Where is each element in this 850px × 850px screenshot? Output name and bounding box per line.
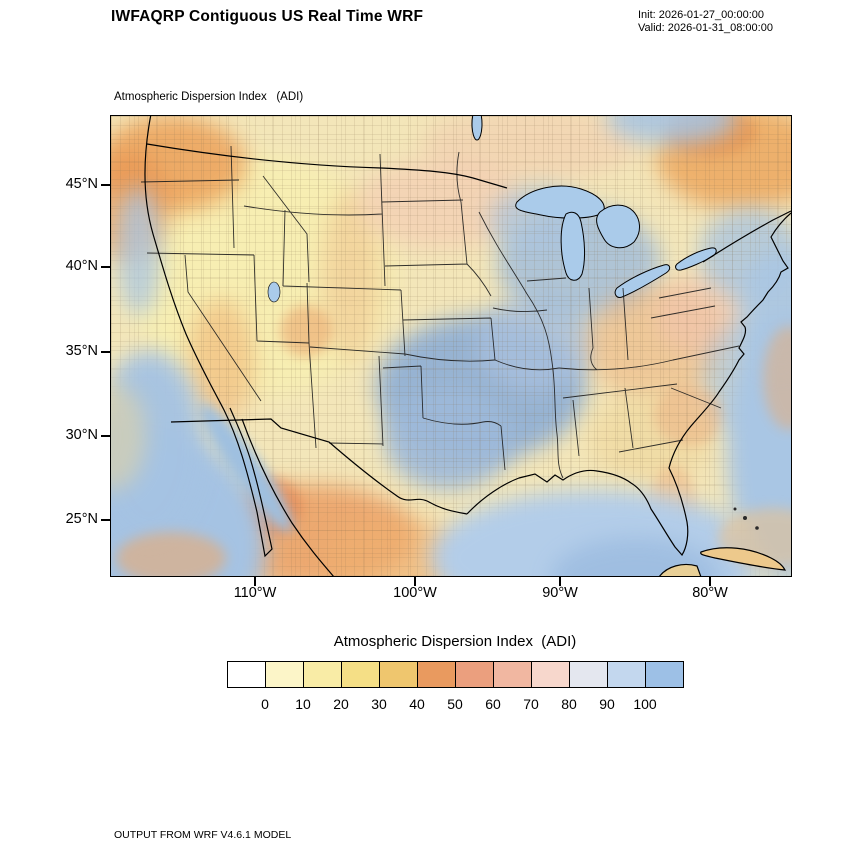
colorbar-tick-label: 90 bbox=[599, 696, 615, 712]
colorbar-tick-label: 0 bbox=[261, 696, 269, 712]
small-islands bbox=[733, 507, 759, 530]
lat-label-40n: 40°N bbox=[65, 258, 98, 274]
model-info: OUTPUT FROM WRF V4.6.1 MODEL WE = 580 ; … bbox=[114, 803, 527, 850]
great-lakes bbox=[267, 116, 717, 303]
legend-title: Atmospheric Dispersion Index (ADI) bbox=[333, 633, 577, 650]
lon-tick-80w bbox=[709, 577, 711, 586]
lake-winnipeg bbox=[471, 116, 483, 141]
colorbar-cell bbox=[532, 662, 569, 687]
model-info-line1: OUTPUT FROM WRF V4.6.1 MODEL bbox=[114, 829, 292, 841]
gulf-atlantic-coast bbox=[466, 212, 791, 557]
lon-tick-100w bbox=[414, 577, 416, 586]
yucatan-coast bbox=[659, 563, 702, 576]
colorbar-cell bbox=[342, 662, 379, 687]
colorbar-cell bbox=[380, 662, 417, 687]
cuba-island bbox=[700, 547, 787, 571]
map-area bbox=[110, 115, 792, 577]
colorbar-cell bbox=[570, 662, 607, 687]
colorbar-tick-label: 70 bbox=[523, 696, 539, 712]
lat-tick-45n bbox=[101, 184, 110, 186]
lat-label-30n: 30°N bbox=[65, 427, 98, 443]
colorbar-tick-label: 50 bbox=[447, 696, 463, 712]
colorbar-tick-label: 100 bbox=[633, 696, 657, 712]
field-subtitle: Atmospheric Dispersion Index (ADI) bbox=[114, 91, 304, 103]
lat-label-25n: 25°N bbox=[65, 511, 98, 527]
lon-tick-90w bbox=[559, 577, 561, 586]
lat-tick-40n bbox=[101, 266, 110, 268]
us-canada-border bbox=[146, 143, 791, 263]
colorbar-tick-label: 30 bbox=[371, 696, 387, 712]
colorbar-cell bbox=[646, 662, 683, 687]
lake-michigan bbox=[560, 211, 585, 281]
us-mexico-border bbox=[170, 418, 468, 515]
lake-huron bbox=[596, 204, 640, 249]
lat-label-45n: 45°N bbox=[65, 176, 98, 192]
colorbar-labels: 0 10 20 30 40 50 60 70 80 90 100 bbox=[227, 696, 684, 714]
colorbar-tick-label: 10 bbox=[295, 696, 311, 712]
colorbar-tick-label: 20 bbox=[333, 696, 349, 712]
lon-label-80w: 80°W bbox=[692, 585, 728, 601]
colorbar-cell bbox=[304, 662, 341, 687]
lat-tick-30n bbox=[101, 435, 110, 437]
colorbar-cell bbox=[266, 662, 303, 687]
colorbar-tick-label: 80 bbox=[561, 696, 577, 712]
lake-erie bbox=[614, 264, 671, 298]
lon-label-110w: 110°W bbox=[233, 585, 277, 601]
colorbar bbox=[227, 661, 684, 688]
colorbar-cell bbox=[228, 662, 265, 687]
colorbar-tick-label: 60 bbox=[485, 696, 501, 712]
lon-label-100w: 100°W bbox=[393, 585, 437, 601]
lat-label-35n: 35°N bbox=[65, 343, 98, 359]
colorbar-cell bbox=[608, 662, 645, 687]
plot-title: IWFAQRP Contiguous US Real Time WRF bbox=[111, 8, 424, 25]
ocean-layer bbox=[111, 116, 791, 576]
colorbar-cell bbox=[456, 662, 493, 687]
run-timestamps: Init: 2026-01-27_00:00:00 Valid: 2026-01… bbox=[638, 9, 773, 35]
state-boundaries bbox=[140, 145, 740, 479]
lat-tick-35n bbox=[101, 351, 110, 353]
lon-label-90w: 90°W bbox=[542, 585, 578, 601]
valid-time: Valid: 2026-01-31_08:00:00 bbox=[638, 22, 773, 34]
lon-tick-110w bbox=[254, 577, 256, 586]
colorbar-cell bbox=[494, 662, 531, 687]
pacific-coast bbox=[144, 116, 334, 576]
great-salt-lake bbox=[267, 281, 281, 303]
map-svg bbox=[111, 116, 791, 576]
colorbar-tick-label: 40 bbox=[409, 696, 425, 712]
coastlines bbox=[144, 116, 791, 576]
init-time: Init: 2026-01-27_00:00:00 bbox=[638, 9, 764, 21]
lat-tick-25n bbox=[101, 519, 110, 521]
colorbar-cell bbox=[418, 662, 455, 687]
